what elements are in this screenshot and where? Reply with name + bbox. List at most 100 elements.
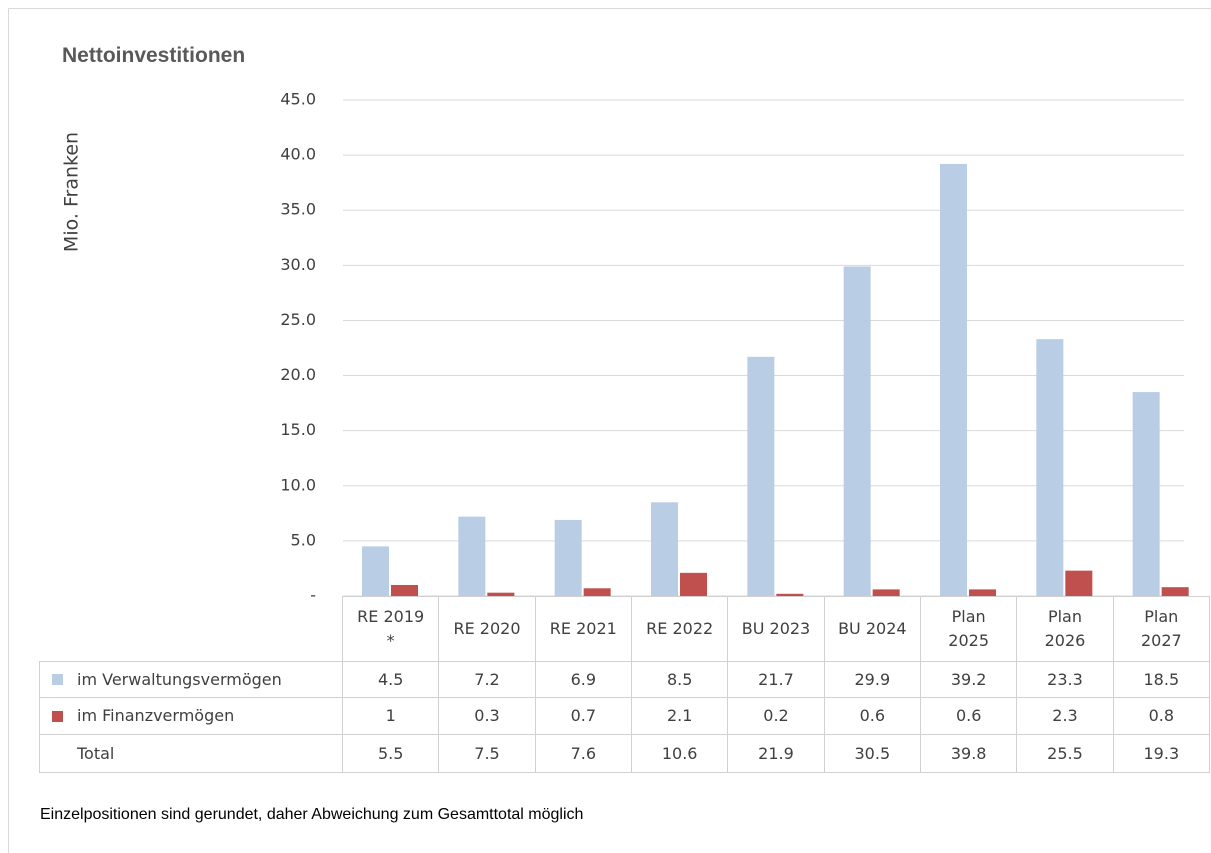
x-tick-label: BU 2024 <box>823 596 921 662</box>
table-value: 0.7 <box>534 697 632 735</box>
table-value: 7.2 <box>438 661 536 698</box>
table-total: 30.5 <box>823 734 921 773</box>
cell-text: 7.5 <box>474 743 500 763</box>
cell-text: 0.6 <box>955 706 982 725</box>
legend-entry: im Finanzvermögen <box>39 697 343 735</box>
cell-text: BU 2023 <box>741 619 811 638</box>
cell-text: 19.3 <box>1143 743 1180 763</box>
cell-text: RE 2021 <box>549 619 617 638</box>
cell-text: 6.9 <box>570 669 597 689</box>
table-total: 7.5 <box>438 734 536 773</box>
cell-text: 29.9 <box>854 669 891 689</box>
x-tick-label: Plan 2025 <box>920 596 1018 662</box>
table-value: 21.7 <box>727 661 825 698</box>
table-value: 0.6 <box>920 697 1018 735</box>
cell-text: Plan 2026 <box>1044 607 1086 650</box>
table-value: 23.3 <box>1016 661 1114 698</box>
cell-text: 7.6 <box>570 743 597 763</box>
cell-text: 21.9 <box>758 743 794 763</box>
cell-text: Plan 2027 <box>1140 607 1182 650</box>
table-total: 39.8 <box>920 734 1018 773</box>
cell-text: 2.3 <box>1052 706 1078 725</box>
table-total: 19.3 <box>1112 734 1210 773</box>
cell-text: 2.1 <box>666 706 693 725</box>
cell-text: 4.5 <box>377 669 404 689</box>
table-total: 5.5 <box>342 734 440 773</box>
bar <box>843 266 871 596</box>
cell-text: 23.3 <box>1047 669 1083 689</box>
table-value: 2.1 <box>631 697 729 735</box>
bar <box>680 572 707 596</box>
y-axis-label: Mio. Franken <box>61 132 83 252</box>
cell-text: 8.5 <box>666 669 693 689</box>
table-value: 39.2 <box>920 661 1018 698</box>
y-tick-label: 10.0 <box>280 475 316 494</box>
cell-text: 1 <box>385 706 396 725</box>
table-value: 8.5 <box>631 661 729 698</box>
x-tick-label: RE 2019 * <box>342 596 440 662</box>
bar <box>583 588 611 596</box>
y-tick-label: 35.0 <box>280 200 316 219</box>
cell-text: 5.5 <box>377 743 404 763</box>
table-total: 25.5 <box>1016 734 1114 773</box>
cell-text: 30.5 <box>854 743 891 763</box>
legend-entry: im Verwaltungsvermögen <box>39 661 343 698</box>
table-value: 2.3 <box>1016 697 1114 735</box>
bar <box>776 593 804 596</box>
cell-text: RE 2020 <box>453 619 521 638</box>
bar <box>391 584 418 596</box>
bar <box>554 519 582 596</box>
legend-swatch <box>52 674 63 685</box>
legend-label: im Finanzvermögen <box>77 706 235 725</box>
cell-text: RE 2022 <box>646 619 714 638</box>
cell-text: 25.5 <box>1047 743 1083 763</box>
cell-text: Plan 2025 <box>948 607 990 650</box>
cell-text: 39.2 <box>950 669 987 689</box>
table-total: 21.9 <box>727 734 825 773</box>
bar <box>487 592 515 596</box>
cell-text: Total <box>77 743 115 763</box>
bar <box>747 356 775 596</box>
table-value: 4.5 <box>342 661 440 698</box>
bar <box>362 546 389 596</box>
table-value: 0.6 <box>823 697 921 735</box>
bar <box>1161 587 1189 596</box>
cell-text: 0.6 <box>859 706 886 725</box>
cell-text: 21.7 <box>758 669 794 689</box>
bar <box>969 589 996 596</box>
table-total: 10.6 <box>631 734 729 773</box>
table-value: 0.3 <box>438 697 536 735</box>
table-value: 29.9 <box>823 661 921 698</box>
legend-label: im Verwaltungsvermögen <box>77 669 282 689</box>
x-tick-label: Plan 2026 <box>1016 596 1114 662</box>
cell-text: BU 2024 <box>838 619 907 638</box>
bar <box>1065 570 1093 596</box>
cell-text: 7.2 <box>474 669 500 689</box>
cell-text: 39.8 <box>950 743 987 763</box>
table-value: 18.5 <box>1112 661 1210 698</box>
x-tick-label: RE 2022 <box>631 596 729 662</box>
x-tick-label: Plan 2027 <box>1112 596 1210 662</box>
bar <box>458 516 486 596</box>
table-value: 1 <box>342 697 440 735</box>
chart-title: Nettoinvestitionen <box>62 44 246 67</box>
cell-text: 0.8 <box>1148 706 1175 725</box>
table-total: 7.6 <box>534 734 632 773</box>
cell-text: 0.7 <box>570 706 597 725</box>
x-tick-label: RE 2021 <box>534 596 632 662</box>
cell-text: 18.5 <box>1143 669 1180 689</box>
bar <box>1132 392 1160 596</box>
footnote: Einzelpositionen sind gerundet, daher Ab… <box>40 806 584 823</box>
bar <box>872 589 900 596</box>
table-value: 0.8 <box>1112 697 1210 735</box>
y-tick-label: 25.0 <box>280 310 316 329</box>
cell-text: 0.3 <box>474 706 500 725</box>
table-value: 6.9 <box>534 661 632 698</box>
cell-text: 0.2 <box>763 706 789 725</box>
bar <box>651 502 678 596</box>
bar <box>940 163 967 596</box>
x-tick-label: RE 2020 <box>438 596 536 662</box>
y-tick-label: - <box>310 586 316 605</box>
